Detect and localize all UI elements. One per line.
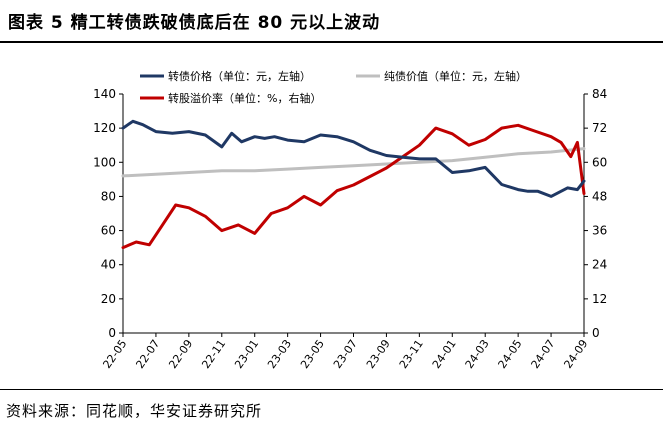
x-tick-label: 22-07 [133, 337, 162, 371]
left-tick-label: 120 [93, 121, 116, 135]
title-divider [0, 41, 663, 43]
left-tick-label: 20 [101, 292, 116, 306]
right-tick-label: 12 [592, 292, 607, 306]
legend-label: 纯债价值（单位：元，左轴） [384, 69, 527, 83]
x-tick-label: 23-11 [397, 337, 426, 371]
chart-series [121, 119, 586, 250]
legend-label: 转债价格（单位：元，左轴） [168, 69, 311, 83]
x-tick-label: 23-07 [331, 337, 360, 371]
right-tick-label: 72 [592, 121, 607, 135]
series-line-2 [121, 123, 586, 250]
right-tick-label: 36 [592, 224, 607, 238]
legend-label: 转股溢价率（单位：%，右轴） [168, 91, 321, 105]
x-tick-label: 24-09 [561, 337, 590, 371]
figure-title: 图表 5 精工转债跌破债底后在 80 元以上波动 [8, 13, 381, 33]
series-line-0 [121, 119, 586, 198]
x-tick-label: 24-01 [430, 337, 459, 371]
left-tick-label: 100 [93, 155, 116, 169]
x-tick-label: 23-01 [232, 337, 261, 371]
chart-legend: 转债价格（单位：元，左轴） 纯债价值（单位：元，左轴） 转股溢价率（单位：%，右轴） [140, 69, 527, 105]
right-tick-label: 48 [592, 189, 607, 203]
right-tick-label: 24 [592, 258, 607, 272]
right-tick-label: 60 [592, 155, 607, 169]
x-tick-label: 23-05 [298, 337, 327, 371]
left-tick-label: 80 [101, 189, 116, 203]
x-tick-label: 24-05 [496, 337, 525, 371]
x-tick-label: 22-05 [100, 337, 129, 371]
left-tick-label: 40 [101, 258, 116, 272]
right-tick-label: 0 [592, 326, 600, 340]
right-tick-label: 84 [592, 87, 607, 101]
left-tick-label: 0 [108, 326, 116, 340]
left-tick-label: 140 [93, 87, 116, 101]
x-tick-label: 24-03 [463, 337, 492, 371]
source-divider [0, 389, 663, 390]
x-tick-label: 22-11 [199, 337, 228, 371]
x-tick-label: 24-07 [529, 337, 558, 371]
x-tick-label: 22-09 [166, 337, 195, 371]
source-note: 资料来源：同花顺，华安证券研究所 [6, 402, 263, 420]
x-tick-label: 23-03 [265, 337, 294, 371]
left-tick-label: 60 [101, 224, 116, 238]
x-tick-label: 23-09 [364, 337, 393, 371]
series-line-1 [121, 147, 586, 178]
